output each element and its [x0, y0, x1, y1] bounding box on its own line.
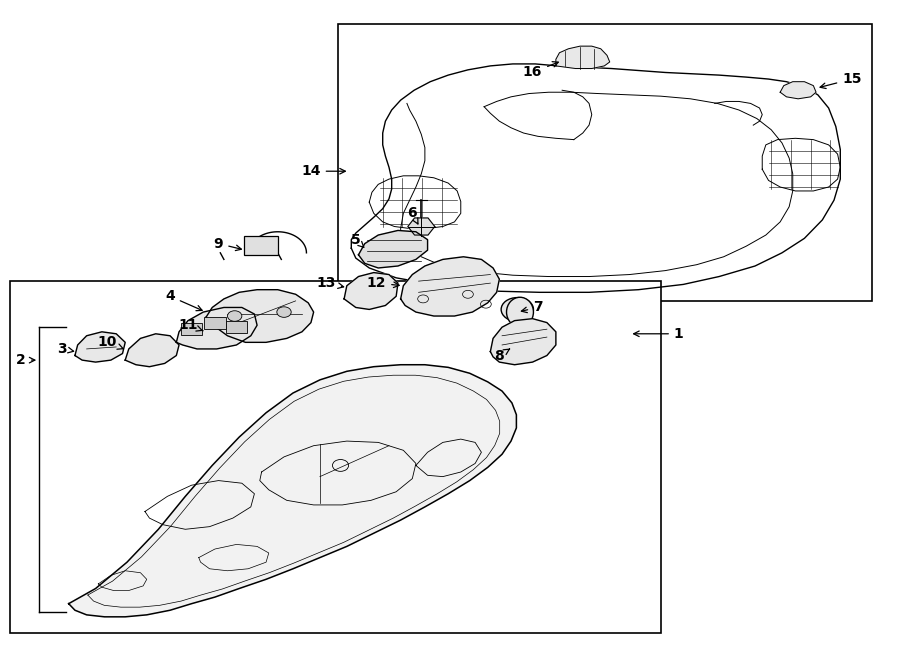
- Text: 14: 14: [302, 164, 346, 178]
- Text: 13: 13: [317, 276, 344, 290]
- Polygon shape: [176, 307, 257, 349]
- Polygon shape: [491, 319, 556, 365]
- Polygon shape: [206, 290, 313, 342]
- Text: 16: 16: [523, 61, 558, 79]
- Text: 15: 15: [820, 72, 861, 89]
- Circle shape: [228, 311, 242, 321]
- Text: 11: 11: [178, 318, 203, 332]
- Bar: [181, 323, 202, 335]
- Polygon shape: [408, 218, 435, 235]
- Circle shape: [501, 297, 534, 321]
- Circle shape: [277, 307, 292, 317]
- Text: 1: 1: [634, 327, 684, 341]
- Text: 8: 8: [494, 348, 509, 362]
- Text: 10: 10: [97, 335, 123, 350]
- Text: 5: 5: [351, 233, 364, 247]
- Polygon shape: [358, 231, 428, 268]
- Bar: [338, 24, 872, 301]
- Text: 12: 12: [366, 276, 400, 290]
- Polygon shape: [75, 332, 125, 362]
- Polygon shape: [780, 82, 816, 98]
- Bar: [244, 237, 278, 254]
- Polygon shape: [400, 256, 500, 316]
- Text: 3: 3: [58, 342, 74, 356]
- Ellipse shape: [507, 297, 534, 327]
- Polygon shape: [344, 272, 398, 309]
- Text: 7: 7: [521, 301, 543, 315]
- Polygon shape: [125, 334, 179, 367]
- Polygon shape: [68, 365, 517, 617]
- Text: 6: 6: [408, 206, 418, 224]
- Text: 9: 9: [213, 237, 241, 251]
- Text: 4: 4: [166, 290, 202, 311]
- Text: 2: 2: [16, 353, 35, 367]
- Bar: [11, 281, 661, 633]
- Bar: [226, 321, 248, 333]
- Bar: [204, 317, 226, 329]
- Polygon shape: [556, 46, 609, 69]
